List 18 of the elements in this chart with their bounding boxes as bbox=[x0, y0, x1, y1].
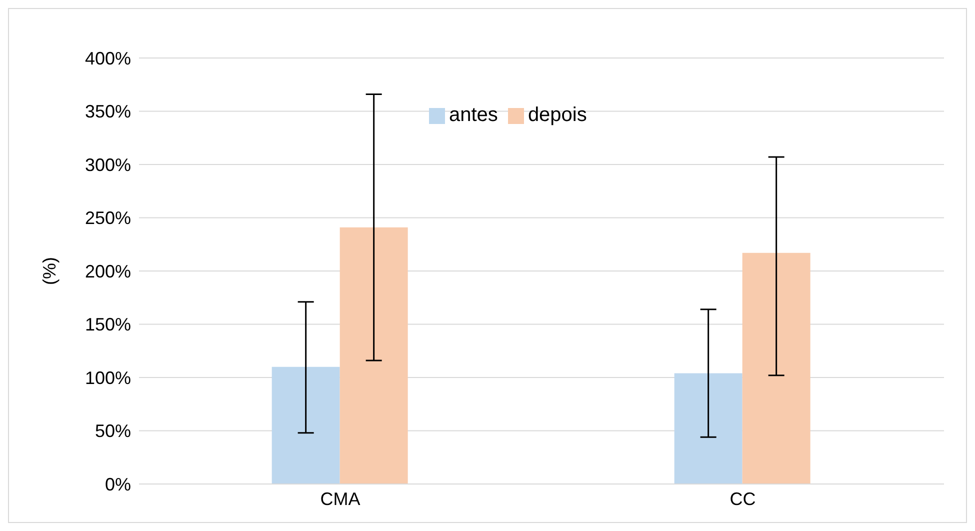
bar bbox=[340, 227, 408, 484]
legend-label: depois bbox=[528, 104, 587, 126]
y-tick-label: 200% bbox=[84, 261, 131, 282]
y-tick-label: 100% bbox=[84, 368, 131, 388]
bar bbox=[272, 366, 340, 484]
y-tick-label: 150% bbox=[84, 314, 131, 335]
x-tick-label: CC bbox=[730, 488, 756, 509]
y-tick-label: 0% bbox=[104, 474, 131, 494]
bar bbox=[674, 373, 742, 484]
y-tick-label: 350% bbox=[84, 102, 131, 122]
y-tick-label: 50% bbox=[94, 421, 131, 442]
x-tick-label: CMA bbox=[320, 488, 360, 509]
y-axis-title: (%) bbox=[39, 257, 60, 285]
y-tick-label: 400% bbox=[84, 48, 131, 68]
y-tick-label: 300% bbox=[84, 154, 131, 175]
y-tick-label: 250% bbox=[84, 208, 131, 228]
bar bbox=[742, 252, 810, 484]
legend-label: antes bbox=[449, 104, 498, 126]
